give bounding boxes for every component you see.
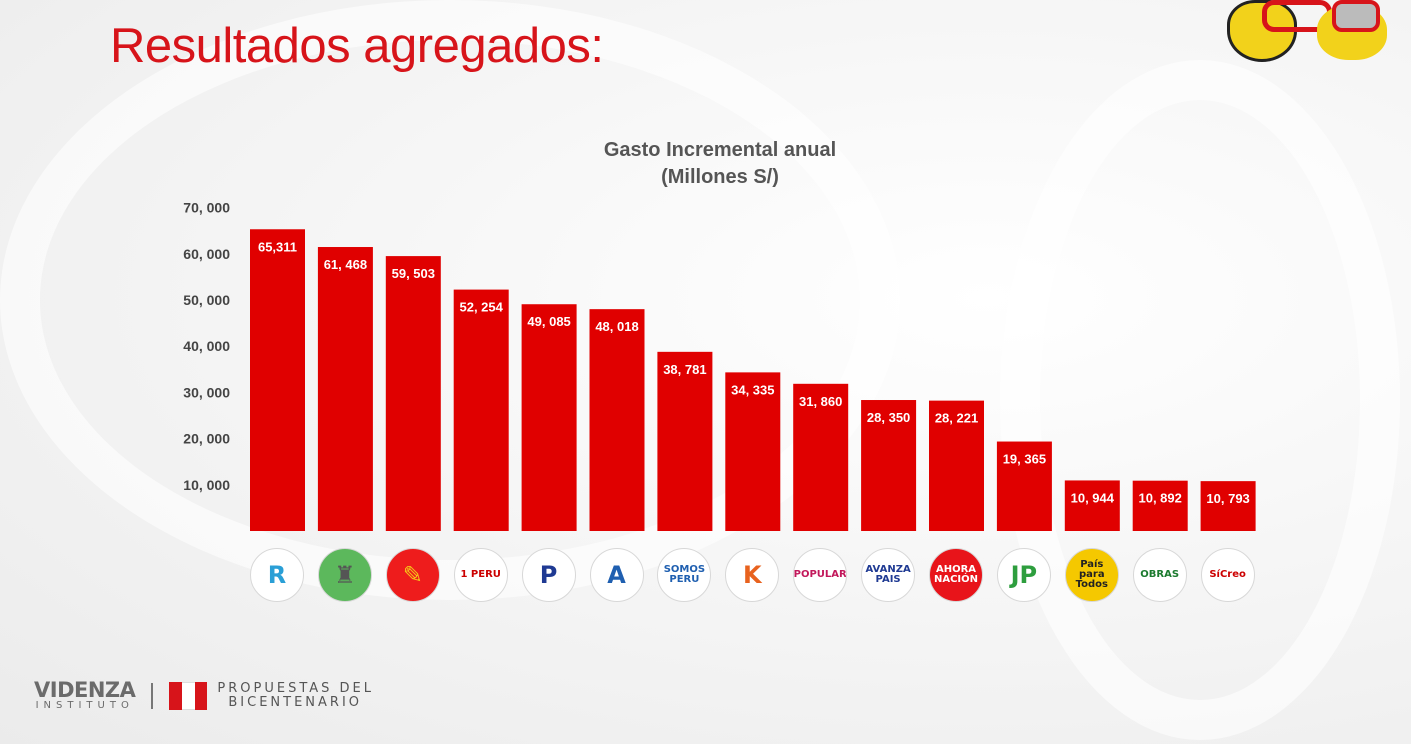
bar-data-label: 49, 085 [527, 314, 570, 329]
chart-title-line1: Gasto Incremental anual [603, 139, 837, 161]
party-logo-icon: A [589, 548, 644, 602]
y-tick-label: 30, 000 [183, 384, 230, 400]
chart-title: Gasto Incremental anual (Millones S/) [560, 137, 880, 191]
party-logo-icon: P [521, 548, 576, 602]
party-logo-icon: R [250, 548, 304, 602]
peru-flag-icon [169, 681, 208, 710]
slide-title: Resultados agregados: [110, 19, 604, 73]
bar-data-label: 31, 860 [799, 394, 842, 409]
instituto-text: INSTITUTO [35, 700, 134, 711]
propuestas-line2: BICENTENARIO [228, 694, 363, 710]
videnza-logo: VIDENZA INSTITUTO [34, 678, 136, 712]
y-tick-label: 10, 000 [183, 477, 230, 493]
bar-data-label: 10, 944 [1071, 490, 1115, 505]
bar-data-label: 19, 365 [1003, 452, 1046, 467]
party-logo-icon: JP [996, 548, 1051, 602]
bar [657, 351, 713, 531]
bar-data-label: 28, 221 [935, 411, 978, 426]
bar-data-label: 65,311 [258, 239, 297, 254]
y-tick-label: 20, 000 [183, 431, 230, 447]
party-logo-icon: K [725, 548, 780, 602]
bar [996, 441, 1052, 531]
bar-data-label: 34, 335 [731, 382, 774, 397]
bar-data-label: 61, 468 [324, 257, 367, 272]
bar-data-label: 38, 781 [663, 362, 706, 377]
bar [725, 372, 781, 531]
y-tick-label: 70, 000 [183, 200, 230, 216]
y-tick-label: 40, 000 [183, 338, 230, 354]
bar-data-label: 52, 254 [460, 300, 504, 315]
videnza-text: VIDENZA [34, 678, 136, 702]
bar [589, 309, 645, 531]
bar [1200, 481, 1256, 531]
bar-data-label: 10, 793 [1206, 491, 1249, 506]
mascot-image [1222, 0, 1402, 65]
y-tick-label: 50, 000 [183, 292, 230, 308]
bar [929, 400, 984, 531]
party-logo-icon: País para Todos [1064, 548, 1119, 602]
party-logo-icon: ♜ [317, 548, 372, 602]
party-logo-icon: AVANZA PAIS [861, 548, 916, 602]
divider [151, 682, 154, 709]
propuestas-logo: PROPUESTAS DEL BICENTENARIO [217, 680, 375, 710]
y-tick-label: 60, 000 [183, 246, 230, 262]
bar [1064, 480, 1120, 531]
party-logo-icon: POPULAR [793, 548, 848, 602]
bar-data-label: 59, 503 [392, 266, 435, 281]
party-logo-icon: SOMOS PERU [657, 548, 712, 602]
party-logo-icon: OBRAS [1132, 548, 1187, 602]
bar [385, 256, 441, 531]
party-logo-icon: ✎ [385, 548, 440, 602]
bar [793, 383, 849, 531]
bar-data-label: 28, 350 [867, 410, 910, 425]
bar [861, 400, 917, 531]
bar [453, 289, 509, 531]
bar-data-label: 10, 892 [1139, 491, 1182, 506]
party-logo-icon: AHORA NACIÓN [929, 548, 983, 602]
chart-subtitle: (Millones S/) [661, 166, 779, 188]
party-logo-icon: SíCreo [1200, 548, 1255, 602]
bar-data-label: 48, 018 [595, 319, 638, 334]
bar [317, 247, 373, 532]
bar [250, 229, 305, 531]
party-logo-icon: 1 PERU [453, 548, 508, 602]
bar [521, 304, 577, 531]
footer: VIDENZA INSTITUTO PROPUESTAS DEL BICENTE… [34, 678, 375, 712]
propuestas-line1: PROPUESTAS DEL [217, 680, 375, 696]
bar [1132, 480, 1188, 531]
